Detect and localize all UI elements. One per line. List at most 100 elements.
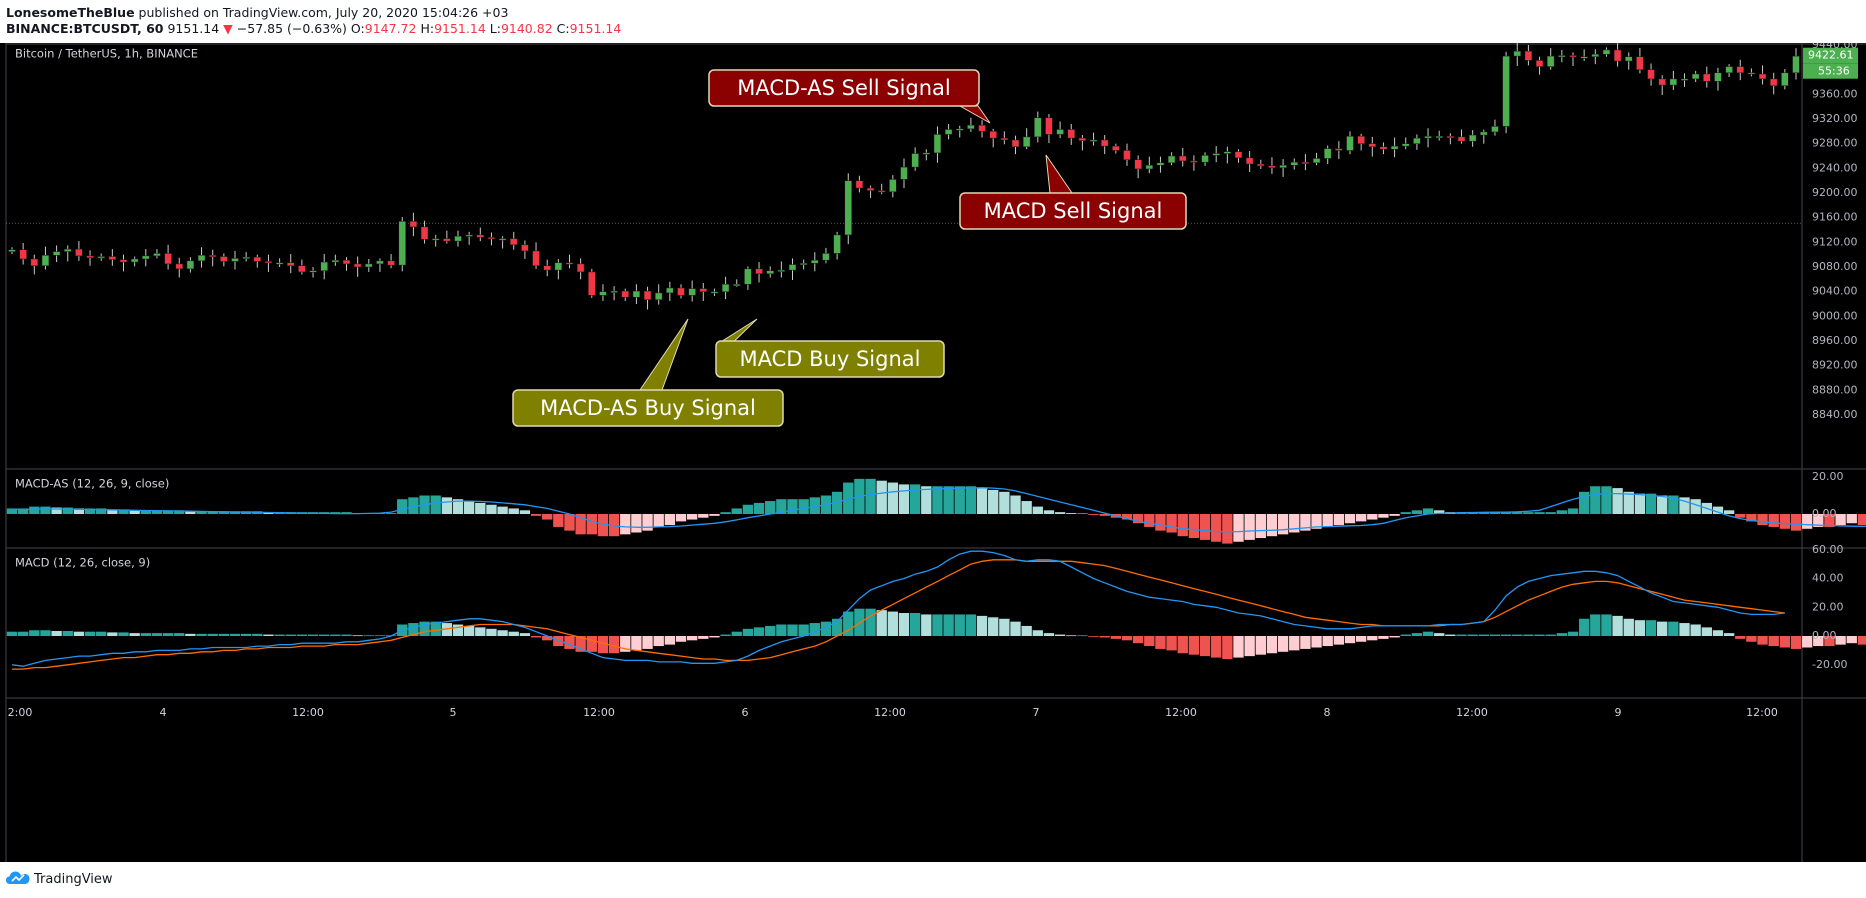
candle[interactable] — [1669, 70, 1678, 91]
candle[interactable] — [599, 284, 607, 301]
candle[interactable] — [320, 254, 328, 280]
candle[interactable] — [287, 254, 295, 274]
candle[interactable] — [766, 266, 774, 278]
candle[interactable] — [387, 254, 395, 269]
candle[interactable] — [677, 284, 685, 299]
candle[interactable] — [1558, 49, 1566, 63]
candle[interactable] — [978, 120, 986, 138]
candle[interactable] — [1580, 49, 1588, 62]
candle[interactable] — [1658, 75, 1666, 95]
candle[interactable] — [97, 253, 105, 261]
candle[interactable] — [699, 283, 708, 301]
candle[interactable] — [1257, 159, 1265, 169]
candle[interactable] — [1725, 64, 1733, 78]
candle[interactable] — [811, 252, 819, 272]
candle[interactable] — [755, 262, 763, 283]
candle[interactable] — [889, 175, 897, 198]
candle[interactable] — [175, 257, 183, 278]
candle[interactable] — [1000, 131, 1009, 145]
candle[interactable] — [409, 212, 418, 237]
candle[interactable] — [654, 284, 663, 305]
candle[interactable] — [1357, 133, 1365, 151]
candle[interactable] — [1056, 121, 1064, 139]
candle[interactable] — [30, 254, 39, 275]
candle[interactable] — [487, 232, 496, 246]
candle[interactable] — [911, 147, 919, 171]
candle[interactable] — [1100, 135, 1109, 155]
candle[interactable] — [721, 276, 730, 300]
candle[interactable] — [866, 185, 875, 198]
chart-canvas[interactable]: Bitcoin / TetherUS, 1h, BINANCE MACD-AS … — [0, 38, 1866, 862]
candle[interactable] — [264, 254, 273, 272]
candle[interactable] — [944, 123, 953, 140]
candle[interactable] — [822, 247, 830, 264]
author-name[interactable]: LonesomeTheBlue — [6, 5, 135, 20]
candle[interactable] — [989, 128, 997, 148]
candle[interactable] — [588, 268, 596, 298]
candle[interactable] — [777, 261, 786, 278]
candle[interactable] — [353, 256, 362, 277]
candle[interactable] — [52, 245, 61, 263]
candle[interactable] — [1747, 68, 1756, 77]
candle[interactable] — [1602, 47, 1611, 57]
candle[interactable] — [86, 250, 94, 266]
candle[interactable] — [1078, 135, 1087, 151]
candle[interactable] — [643, 286, 652, 310]
candle[interactable] — [420, 220, 429, 244]
candle[interactable] — [275, 258, 284, 267]
candle[interactable] — [1413, 134, 1421, 150]
candle[interactable] — [1134, 155, 1142, 179]
candle[interactable] — [1402, 137, 1410, 150]
candle[interactable] — [666, 281, 674, 301]
candle[interactable] — [454, 230, 462, 247]
candle[interactable] — [1290, 158, 1298, 170]
candle[interactable] — [498, 236, 507, 249]
candle[interactable] — [1480, 129, 1488, 144]
candle[interactable] — [621, 288, 629, 301]
candle[interactable] — [1468, 130, 1477, 147]
candle[interactable] — [1546, 48, 1555, 70]
candle[interactable] — [1524, 45, 1533, 66]
candle[interactable] — [1279, 159, 1287, 177]
sell-signal-callout[interactable]: MACD-AS Sell Signal — [708, 69, 991, 124]
candle[interactable] — [1491, 119, 1499, 136]
candle[interactable] — [1212, 146, 1220, 163]
candle[interactable] — [443, 230, 451, 244]
candle[interactable] — [1323, 145, 1332, 165]
candle[interactable] — [922, 149, 931, 161]
candle[interactable] — [1312, 152, 1321, 166]
candle[interactable] — [398, 217, 406, 272]
candle[interactable] — [1435, 130, 1443, 141]
candle[interactable] — [1379, 142, 1388, 155]
candle[interactable] — [576, 258, 585, 280]
candle[interactable] — [1625, 52, 1633, 70]
candle[interactable] — [1691, 70, 1700, 82]
candle[interactable] — [1535, 56, 1544, 75]
candle[interactable] — [1636, 48, 1644, 74]
candle[interactable] — [119, 254, 128, 272]
candle[interactable] — [1301, 154, 1310, 171]
candle[interactable] — [1156, 156, 1165, 173]
candle[interactable] — [231, 250, 239, 270]
candle[interactable] — [1034, 111, 1042, 143]
candle[interactable] — [431, 234, 440, 247]
candle[interactable] — [164, 244, 172, 270]
candle[interactable] — [1781, 69, 1789, 90]
candle[interactable] — [610, 286, 618, 301]
tradingview-logo-icon[interactable] — [6, 871, 30, 885]
buy-signal-callout[interactable]: MACD Buy Signal — [715, 318, 945, 378]
candle[interactable] — [554, 258, 563, 280]
candle[interactable] — [465, 231, 473, 245]
candle[interactable] — [967, 117, 975, 132]
candle[interactable] — [1714, 67, 1722, 91]
candle[interactable] — [1167, 152, 1176, 166]
candle[interactable] — [342, 257, 351, 271]
candle[interactable] — [19, 242, 27, 265]
candle[interactable] — [855, 175, 864, 193]
candle[interactable] — [521, 240, 529, 259]
candle[interactable] — [543, 259, 551, 277]
candle[interactable] — [744, 266, 752, 290]
candle[interactable] — [565, 254, 574, 269]
candle[interactable] — [1346, 131, 1354, 155]
candle[interactable] — [476, 227, 485, 242]
